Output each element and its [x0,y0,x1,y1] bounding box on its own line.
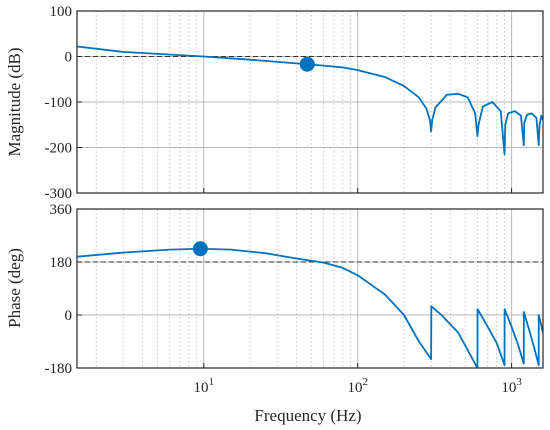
mag-y-tick-label: -200 [45,141,73,157]
phase-y-tick-label: 0 [65,308,73,324]
mag-y-tick-label: 0 [65,50,73,66]
phase-curve [77,247,543,368]
mag-marker [299,56,315,72]
x-axis-title: Frequency (Hz) [254,406,361,425]
mag-curve [77,45,543,156]
magnitude-panel: 100 0 -100 -200 -300 Magnitude (dB) [5,4,544,202]
phase-y-tick-label: 180 [50,255,73,271]
phase-axes-frame [76,208,544,369]
mag-y-tick-label: -300 [45,186,73,202]
phase-y-axis-title: Phase (deg) [5,248,24,328]
phase-marker [192,241,208,257]
phase-x-tick-label: 101 [194,376,215,396]
phase-y-tick-label: 360 [50,202,73,218]
phase-x-tick-label: 103 [501,376,522,396]
phase-x-tick-label: 102 [347,376,368,396]
phase-panel: 360 180 0 -180 101 102 103 Phase (deg) [5,202,544,396]
mag-y-tick-label: 100 [50,4,73,20]
phase-y-tick-label: -180 [45,361,73,377]
mag-y-axis-title: Magnitude (dB) [5,47,24,156]
mag-y-tick-label: -100 [45,95,73,111]
